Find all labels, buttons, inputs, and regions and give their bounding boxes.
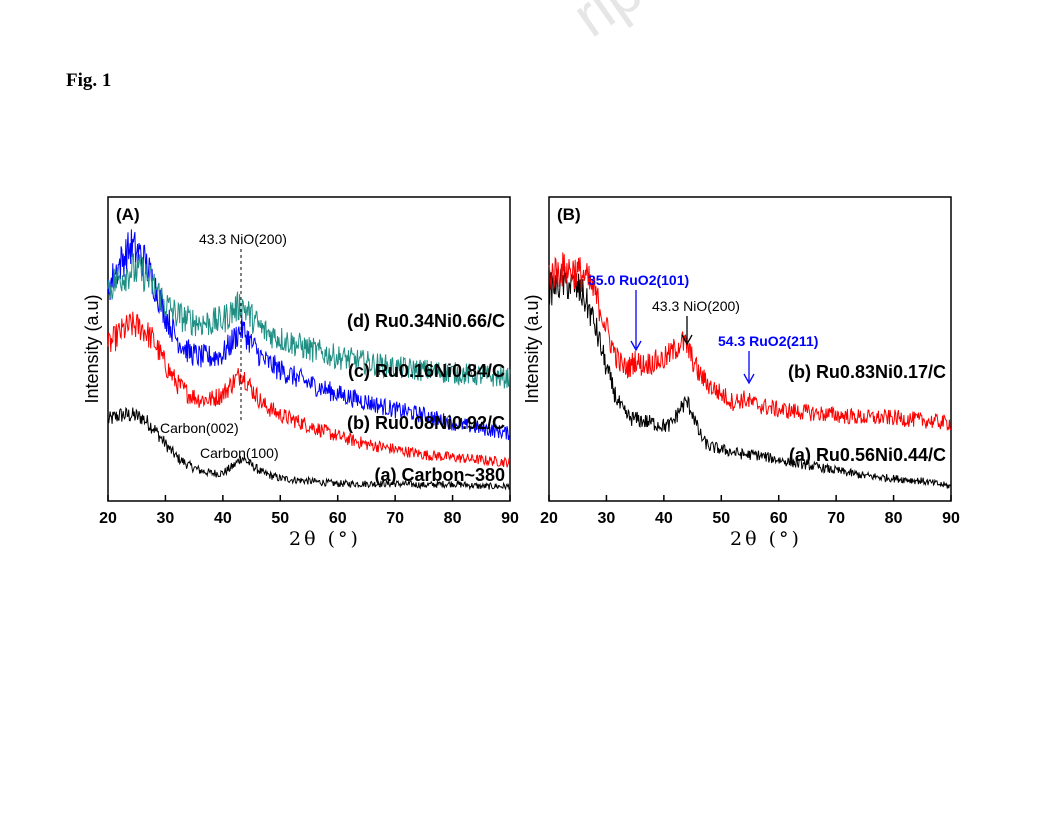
panel-b-ruo2-101-arrowhead	[630, 340, 642, 352]
panel-a-series-line-1	[107, 311, 511, 468]
panel-a-x-tick-label: 80	[444, 510, 462, 527]
panel-a-annotation-nio: 43.3 NiO(200)	[199, 231, 287, 247]
panel-b-ruo2-211-arrowhead	[743, 373, 755, 385]
panel-a-xlabel: 2θ (°)	[289, 528, 361, 550]
panel-a-series-line-0	[107, 406, 511, 491]
panel-b-annotation-nio: 43.3 NiO(200)	[652, 298, 740, 314]
panel-a-frame	[107, 196, 511, 502]
panel-a-series-d-label: (d) Ru0.34Ni0.66/C	[347, 311, 505, 331]
panel-b-frame	[548, 196, 952, 502]
panel-a-series-c-label: (c) Ru0.16Ni0.84/C	[348, 361, 505, 381]
panel-a-x-tick-label: 60	[329, 510, 347, 527]
panel-a: 20 30 40 50 60 70 80 90 (A) Intensity (a.u) 2θ …	[82, 196, 519, 550]
panel-b-x-tick-label: 80	[885, 510, 903, 527]
panel-b-x-tick-label: 30	[598, 510, 616, 527]
panel-b-series-b-label: (b) Ru0.83Ni0.17/C	[788, 362, 946, 382]
panel-a-x-tick-label: 50	[271, 510, 289, 527]
panel-a-x-tick-label: 90	[501, 510, 519, 527]
panel-b-annotation-ruo2-101: 35.0 RuO2(101)	[588, 272, 689, 288]
panel-b-annotation-ruo2-211: 54.3 RuO2(211)	[718, 333, 818, 349]
panel-a-series-a-label: (a) Carbon~380	[374, 465, 505, 485]
panel-b-xlabel: 2θ (°)	[730, 528, 802, 550]
panel-b-x-tick-label: 70	[827, 510, 845, 527]
panel-a-x-tick-label: 20	[99, 510, 117, 527]
panel-b-x-tick-label: 20	[540, 510, 558, 527]
panel-a-series-line-3	[107, 253, 511, 389]
panel-a-series-line-2	[107, 229, 511, 441]
panel-a-x-ticks: 20 30 40 50 60 70 80 90	[99, 495, 519, 527]
panel-b-x-tick-label: 50	[712, 510, 730, 527]
panel-a-label: (A)	[116, 205, 140, 224]
panel-a-x-tick-label: 70	[386, 510, 404, 527]
panel-b-series	[548, 252, 952, 489]
panel-a-ylabel: Intensity (a.u)	[82, 294, 102, 403]
panel-a-series	[107, 229, 511, 491]
panel-b-series-line-0	[548, 266, 952, 489]
panel-b-series-a-label: (a) Ru0.56Ni0.44/C	[789, 445, 946, 465]
panel-b-x-tick-label: 90	[942, 510, 960, 527]
panel-b: 20 30 40 50 60 70 80 90 (B) Intensity (a.u) 2θ …	[522, 196, 960, 550]
panel-a-annotation-carbon100: Carbon(100)	[200, 445, 279, 461]
panel-a-x-tick-label: 30	[157, 510, 175, 527]
panel-b-label: (B)	[557, 205, 581, 224]
panel-b-x-tick-label: 60	[770, 510, 788, 527]
panel-a-series-b-label: (b) Ru0.08Ni0.92/C	[347, 413, 505, 433]
panel-b-nio-arrowhead	[681, 334, 693, 346]
figure-label: Fig. 1	[66, 70, 112, 91]
panel-b-x-ticks: 20 30 40 50 60 70 80 90	[540, 495, 960, 527]
panel-a-x-tick-label: 40	[214, 510, 232, 527]
panel-b-series-line-1	[548, 252, 952, 432]
panel-b-ylabel: Intensity (a.u)	[522, 294, 542, 403]
panel-b-x-tick-label: 40	[655, 510, 673, 527]
panel-a-annotation-carbon002: Carbon(002)	[160, 420, 239, 436]
